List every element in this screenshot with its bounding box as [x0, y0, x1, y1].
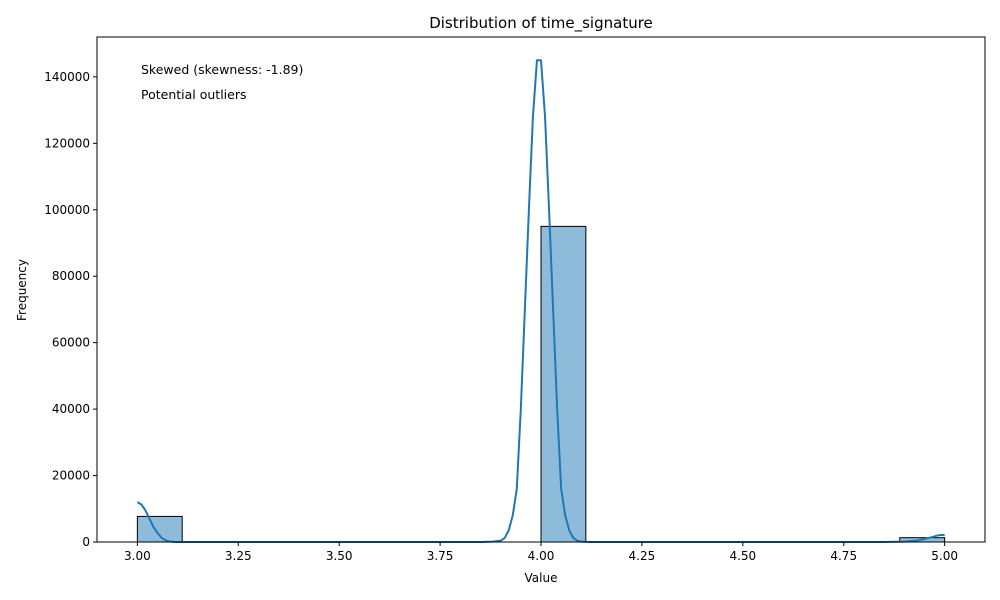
- x-tick-label: 5.00: [931, 549, 958, 563]
- x-axis: 3.00 3.25 3.50 3.75 4.00 4.25 4.50 4.75 5.00: [124, 542, 958, 563]
- x-tick-label: 4.50: [729, 549, 756, 563]
- y-tick-label: 80000: [52, 269, 90, 283]
- y-tick-label: 0: [82, 535, 90, 549]
- x-tick-label: 3.00: [124, 549, 151, 563]
- x-tick-label: 4.00: [528, 549, 555, 563]
- skewness-annotation: Skewed (skewness: -1.89): [141, 62, 303, 77]
- y-axis-title: Frequency: [15, 259, 29, 321]
- y-tick-label: 40000: [52, 402, 90, 416]
- y-tick-label: 20000: [52, 469, 90, 483]
- x-tick-label: 4.75: [830, 549, 857, 563]
- x-axis-title: Value: [525, 571, 558, 585]
- outliers-annotation: Potential outliers: [141, 87, 247, 102]
- y-tick-label: 60000: [52, 336, 90, 350]
- y-tick-label: 100000: [44, 203, 90, 217]
- histogram-bar: [136, 515, 183, 543]
- x-tick-label: 3.50: [326, 549, 353, 563]
- x-tick-label: 3.75: [427, 549, 454, 563]
- x-tick-label: 4.25: [629, 549, 656, 563]
- y-tick-label: 120000: [44, 136, 90, 150]
- bars-layer: [136, 225, 946, 543]
- y-axis: 0 20000 40000 60000 80000 100000 120000 140000: [44, 70, 97, 549]
- histogram-bar: [540, 225, 587, 543]
- x-tick-label: 3.25: [225, 549, 252, 563]
- y-tick-label: 140000: [44, 70, 90, 84]
- chart-title: Distribution of time_signature: [429, 14, 653, 33]
